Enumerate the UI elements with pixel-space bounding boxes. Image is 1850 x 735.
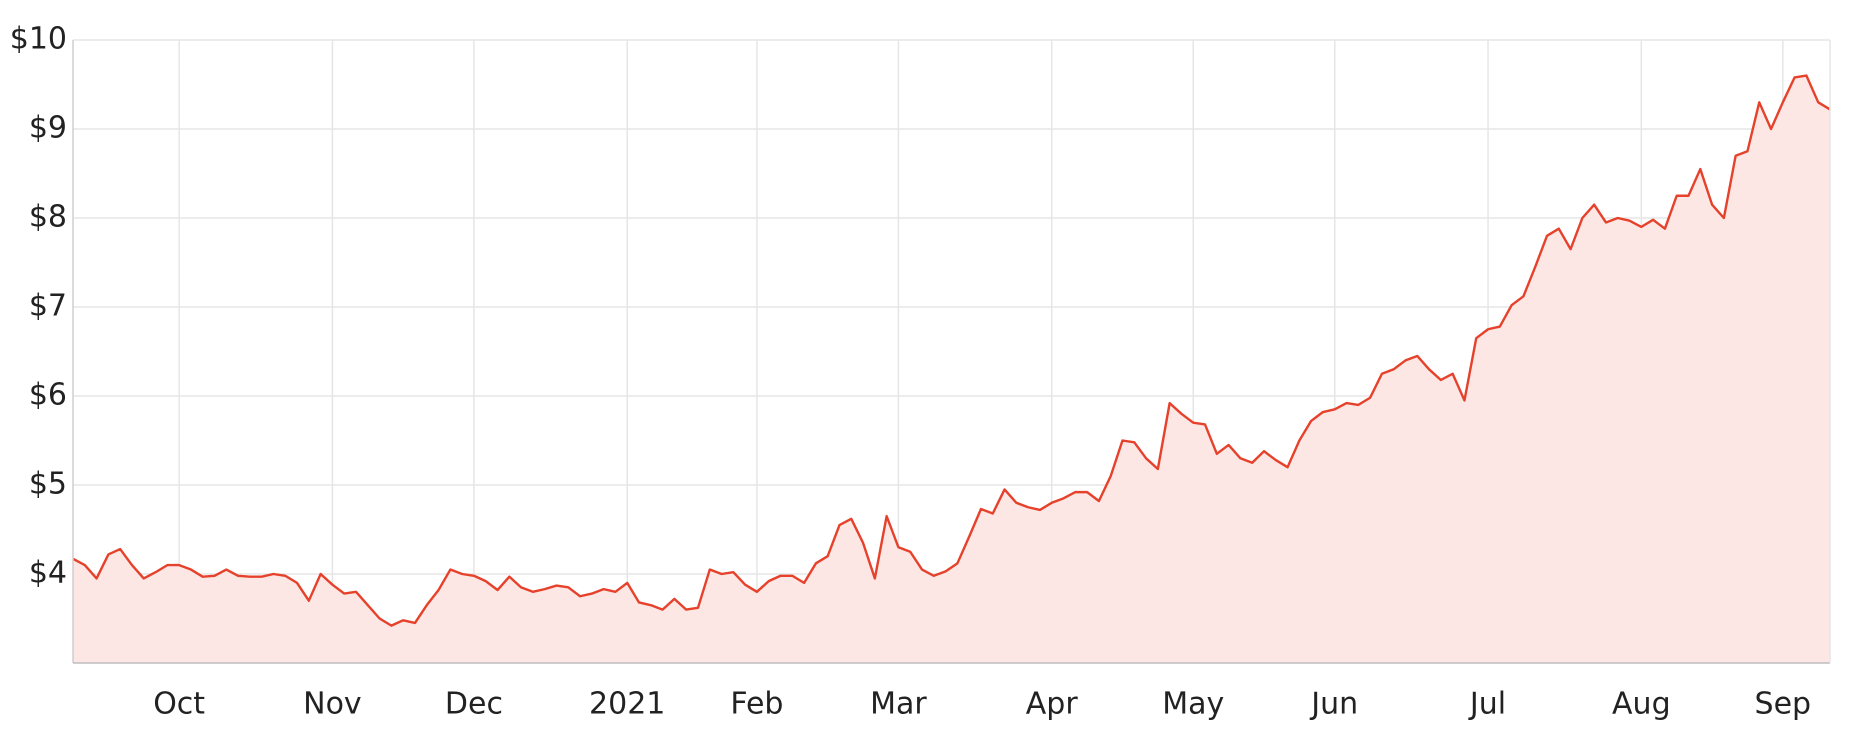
y-tick-label: $5 [29, 467, 67, 502]
y-tick-label: $8 [29, 200, 67, 235]
area-fill [73, 75, 1830, 664]
x-tick-label: Feb [730, 687, 783, 722]
x-tick-label: Jul [1468, 687, 1506, 722]
price-line [72, 74, 1831, 627]
x-tick-label: Mar [870, 687, 927, 722]
x-tick-label: Aug [1612, 687, 1671, 722]
x-tick-label: 2021 [589, 687, 665, 722]
y-tick-label: $9 [29, 111, 67, 146]
x-tick-label: Apr [1026, 687, 1079, 722]
x-tick-label: Oct [153, 687, 205, 722]
x-tick-label: May [1162, 687, 1224, 722]
x-tick-label: Jun [1309, 687, 1358, 722]
y-tick-label: $7 [29, 289, 67, 324]
y-tick-label: $6 [29, 378, 67, 413]
y-tick-label: $10 [10, 22, 67, 57]
x-tick-label: Sep [1755, 687, 1812, 722]
x-tick-label: Nov [303, 687, 362, 722]
x-tick-label: Dec [445, 687, 503, 722]
y-tick-label: $4 [29, 556, 67, 591]
